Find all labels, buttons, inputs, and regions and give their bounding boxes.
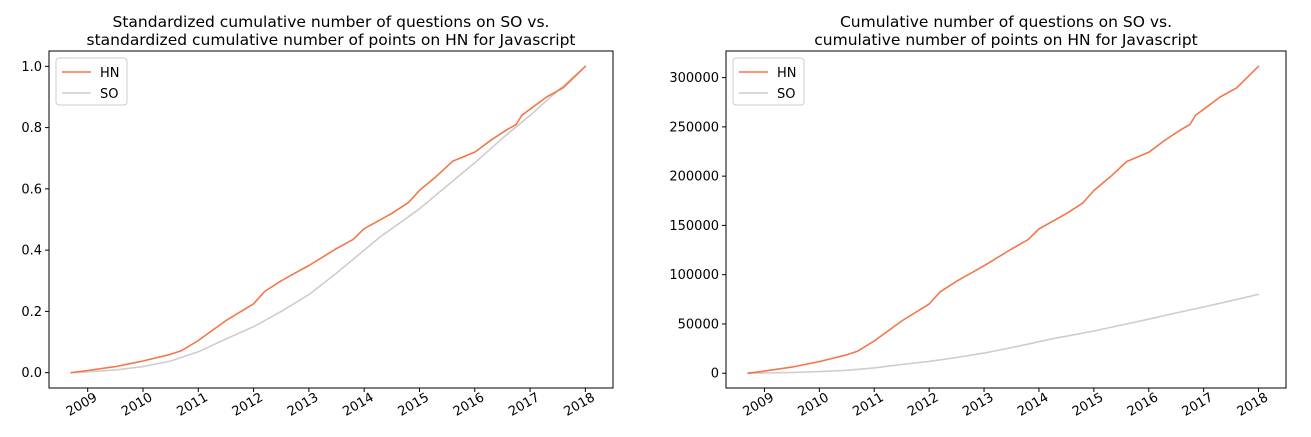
x-tick-label: 2010	[119, 390, 155, 420]
chart-panel-absolute: Cumulative number of questions on SO vs.…	[669, 13, 1287, 420]
legend-hn-label: HN	[777, 66, 797, 81]
x-tick-label: 2015	[1070, 390, 1106, 420]
x-tick-label: 2009	[741, 390, 777, 420]
y-tick-label: 0.6	[21, 182, 42, 197]
x-tick-label: 2011	[174, 390, 210, 420]
legend-so-label: SO	[777, 87, 795, 102]
series-line-so	[70, 65, 587, 374]
series-line-so	[747, 293, 1260, 375]
series-line-hn	[70, 65, 587, 374]
x-tick-label: 2009	[64, 390, 100, 420]
y-tick-label: 0.4	[21, 244, 42, 259]
chart-panel-standardized: Standardized cumulative number of questi…	[21, 13, 614, 420]
legend: HN SO	[55, 57, 128, 106]
x-tick-label: 2013	[960, 390, 996, 420]
y-tick-label: 50000	[678, 317, 719, 332]
plot-frame	[48, 50, 614, 389]
x-tick-label: 2017	[1180, 390, 1216, 420]
legend-so-label: SO	[100, 87, 118, 102]
plot-series-group	[70, 65, 587, 374]
y-tick-label: 300000	[669, 71, 719, 86]
y-tick-label: 0.8	[21, 121, 42, 136]
x-tick-label: 2012	[905, 390, 941, 420]
x-tick-label: 2014	[340, 390, 376, 420]
y-tick-label: 250000	[669, 120, 719, 135]
plot-series-group	[747, 65, 1260, 375]
y-tick-label: 100000	[669, 268, 719, 283]
y-tick-label: 1.0	[21, 60, 42, 75]
x-tick-label: 2017	[506, 390, 542, 420]
x-tick-label: 2018	[562, 390, 598, 420]
x-tick-label: 2016	[1125, 390, 1161, 420]
chart-title-line-2: cumulative number of points on HN for Ja…	[814, 31, 1198, 49]
x-tick-label: 2011	[850, 390, 886, 420]
y-tick-label: 0.0	[21, 366, 42, 381]
x-tick-label: 2013	[285, 390, 321, 420]
legend-hn-label: HN	[100, 66, 120, 81]
x-tick-label: 2010	[796, 390, 832, 420]
x-tick-label: 2015	[396, 390, 432, 420]
x-tick-label: 2012	[230, 390, 266, 420]
x-tick-label: 2014	[1015, 390, 1051, 420]
y-tick-label: 200000	[669, 170, 719, 185]
plot-frame	[725, 50, 1287, 389]
x-tick-label: 2016	[451, 390, 487, 420]
y-tick-label: 150000	[669, 219, 719, 234]
chart-title-line-1: Standardized cumulative number of questi…	[113, 13, 550, 31]
series-line-hn	[747, 65, 1260, 375]
y-axis-ticks: 0.0 0.2 0.4 0.6 0.8 1.0	[21, 60, 49, 381]
legend: HN SO	[732, 57, 805, 106]
x-axis-ticks: 2009 2010 2011 2012 2013 2014 2015 2016 2017 2018	[64, 388, 598, 420]
x-axis-ticks: 2009 2010 2011 2012 2013 2014 2015 2016 2017 2018	[741, 388, 1271, 420]
y-tick-label: 0	[711, 367, 719, 382]
chart-title-line-1: Cumulative number of questions on SO vs.	[840, 13, 1172, 31]
y-tick-label: 0.2	[21, 305, 42, 320]
x-tick-label: 2018	[1235, 390, 1271, 420]
chart-title-line-2: standardized cumulative number of points…	[87, 31, 576, 49]
y-axis-ticks: 0 50000 100000 150000 200000 250000 300000	[669, 71, 726, 382]
